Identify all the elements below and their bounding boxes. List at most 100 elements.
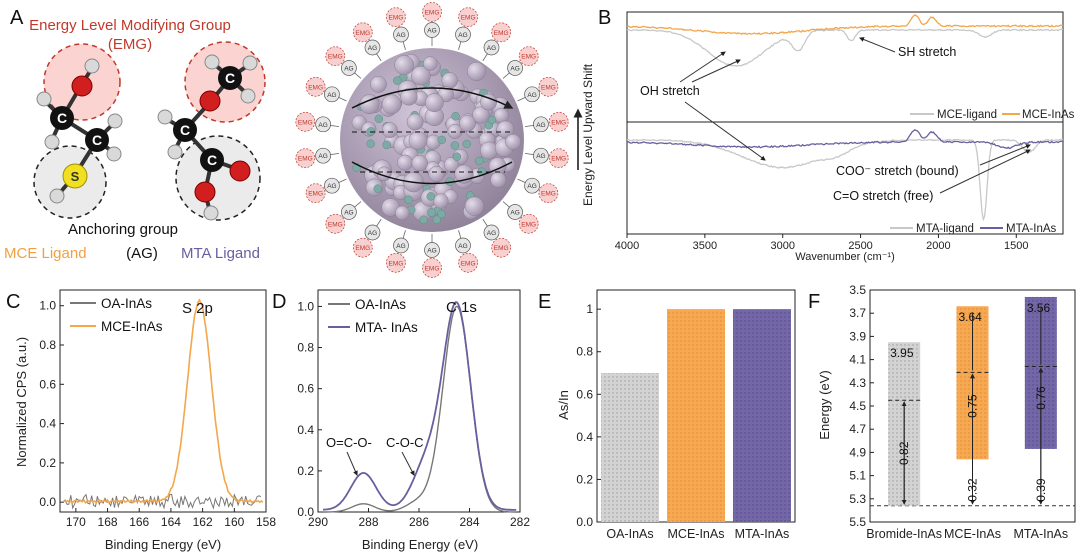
x-tick-label: 286 [409,515,429,529]
ag-tag: AG [368,45,377,52]
y-tick-label: 0.8 [576,345,593,359]
ag-bubble [364,39,381,56]
oxygen-atom [199,90,221,112]
emg-bubble [548,148,569,169]
qd-atom [496,120,515,139]
legend-mce-inas: MCE-InAs [1022,109,1075,121]
x-tick-label: MCE-InAs [668,527,725,541]
emg-bubble [422,2,442,22]
annotation-oh-stretch: OH stretch [640,84,700,98]
sulfur-label: S [71,169,80,184]
panel-f: F 3.5 3.7 3.9 4.1 4.3 4.5 4.7 4.9 5.1 5.3 5.5 3.95 0… [808,283,1076,541]
emg-bubble [518,213,539,234]
legend-mta-ligand: MTA-ligand [916,223,974,235]
xps-c-xlabel: Binding Energy (eV) [362,537,478,552]
xps-s-xlabel: Binding Energy (eV) [105,537,221,552]
x-tick-label: 168 [98,515,118,529]
ag-tag: AG [318,122,327,129]
emg-bubble [305,76,326,97]
ag-tag: AG [327,92,336,99]
qd-atom [406,113,424,131]
x-tick-label: 158 [256,515,276,529]
qd-atom [426,192,435,201]
arrow-ester [346,451,358,476]
panel-b: B Energy Level Upward Shift 4000 3500 3000… [573,7,1075,263]
ag-bubble [455,26,471,43]
qd-atom [374,114,384,124]
y-tick-label: 0.0 [297,505,314,519]
emg-tag: EMG [494,30,509,37]
carbon-label: C [207,152,217,168]
qd-atom [480,93,498,111]
series-oa-inas [323,305,517,513]
series-mce-ligand [626,28,1063,67]
ag-bubble [507,60,523,76]
xps-s-ylabel: Normalized CPS (a.u.) [14,337,29,467]
arrow-sh [859,37,896,53]
panel-label-f: F [808,291,820,313]
qd-atom [393,76,402,85]
ag-bubble [507,204,523,220]
annotation-ether: C-O-C [386,435,424,450]
qd-atom [411,65,431,86]
x-tick-label: 1500 [1004,240,1028,252]
ftir-xlabel: Wavenumber (cm⁻¹) [795,251,895,263]
lower-gap-label: 0.39 [1034,478,1048,502]
lower-gap-label: 0.32 [966,478,980,502]
x-tick-label: 166 [129,515,149,529]
emg-tag: EMG [551,119,566,126]
ag-bubble [315,147,331,164]
ag-tag: AG [487,230,496,237]
hydrogen-atom [84,58,100,74]
series-mta-inas [322,301,517,511]
ag-tag: AG [458,243,467,250]
hydrogen-atom [167,144,183,160]
qd-atom [427,208,436,217]
ag-tag: AG [427,248,436,255]
emg-bubble [305,183,326,204]
emg-bubble [386,7,406,28]
carbon-atom [85,128,109,152]
arrow-ether [401,451,415,476]
series-mce-inas [626,14,1063,36]
ag-bubble [524,177,540,194]
qd-atom [452,152,462,161]
ag-tag: AG [510,66,519,73]
arrow-co [939,149,1031,194]
panel-a: A Energy Level Modifying Group (EMG) C C… [4,2,569,278]
qd-atom [459,114,476,132]
panel-label-b: B [598,7,611,29]
qd-atom [423,56,438,71]
ag-bubble [424,242,440,258]
asin-ylabel: As/In [556,390,571,420]
emg-tag: EMG [388,260,403,267]
xps-s-plot: 170 168 166 164 162 160 158 0.0 0.2 0.4 0.6 0.8 1.0 [39,298,276,529]
qd-atom [432,215,442,224]
upper-gap-label: 0.76 [1034,386,1048,410]
sulfur-atom [62,163,88,189]
y-tick-label: 1.0 [39,299,56,313]
emg-tag: EMG [355,245,370,252]
qd-atom [450,141,460,150]
y-tick-label: 1 [586,302,593,316]
emg-bubble [538,76,559,97]
carbon-atom [218,66,242,90]
x-tick-label: 2000 [926,240,950,252]
y-tick-label: 0.4 [39,417,56,431]
emg-bubble [458,7,478,28]
ag-bubble [483,224,500,241]
anchoring-label: Anchoring group [68,221,178,238]
emg-tag: EMG [494,245,509,252]
series-mta-inas [626,129,1063,150]
legend-oa-inas: OA-InAs [101,296,152,311]
energy-shift-label: Energy Level Upward Shift [581,63,595,206]
emg-bubble [386,252,406,273]
panel-label-d: D [272,291,286,313]
x-tick-label: 290 [308,515,328,529]
emg-tag: EMG [551,156,566,163]
series-mce-inas [63,298,264,504]
emg-bubble [458,252,478,273]
qd-atom [400,88,418,106]
ag-tag: AG [458,32,467,39]
